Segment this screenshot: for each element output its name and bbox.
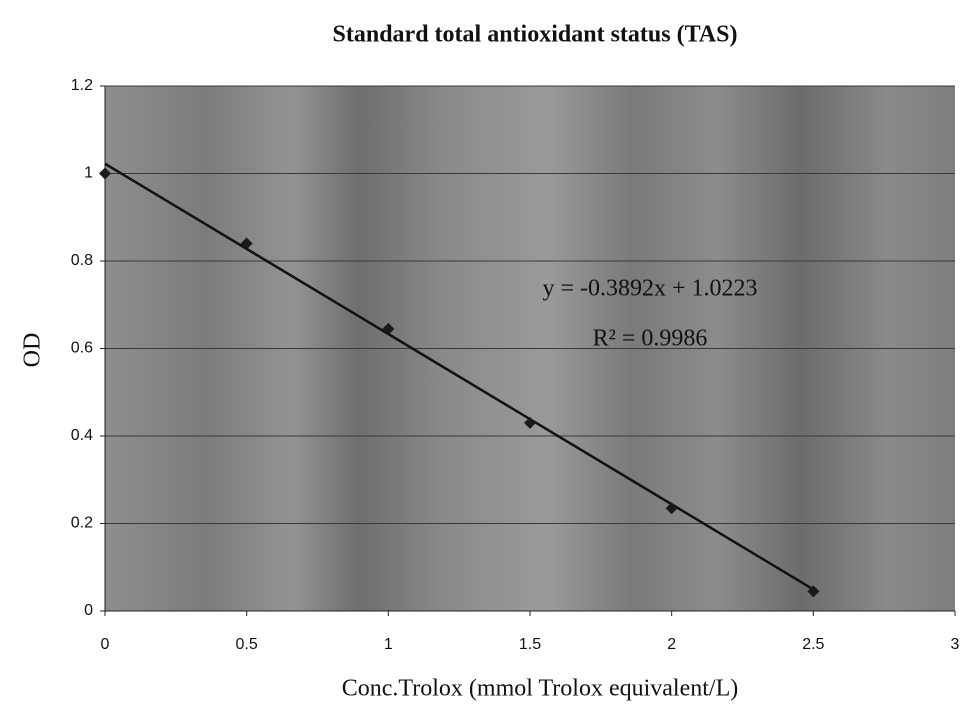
y-tick-label: 1.2 [71, 77, 93, 94]
marker [382, 322, 395, 335]
marker [807, 585, 820, 598]
y-tick-label: 0.6 [71, 340, 93, 357]
annotation: y = -0.3892x + 1.0223 [542, 276, 757, 302]
x-tick-label: 1.5 [519, 636, 541, 653]
x-tick-label: 1 [384, 636, 393, 653]
y-tick-label: 0 [84, 602, 93, 619]
x-tick-label: 2 [667, 636, 676, 653]
x-tick-label: 2.5 [802, 636, 824, 653]
y-tick-label: 0.8 [71, 252, 93, 269]
trendline [104, 162, 814, 591]
x-tick-label: 0 [101, 636, 110, 653]
marker [240, 237, 253, 250]
x-axis-label: Conc.Trolox (mmol Trolox equivalent/L) [342, 676, 738, 702]
x-tick-label: 0.5 [236, 636, 258, 653]
marker [99, 167, 111, 180]
y-tick-label: 1 [84, 165, 93, 182]
x-tick-label: 3 [951, 636, 960, 653]
marker [524, 416, 536, 429]
y-axis-label: OD [20, 333, 46, 368]
y-tick-label: 0.2 [71, 515, 93, 532]
marker [665, 502, 678, 515]
chart-title: Standard total antioxidant status (TAS) [333, 22, 738, 48]
y-tick-label: 0.4 [71, 427, 93, 444]
annotation: R² = 0.9986 [593, 326, 708, 352]
